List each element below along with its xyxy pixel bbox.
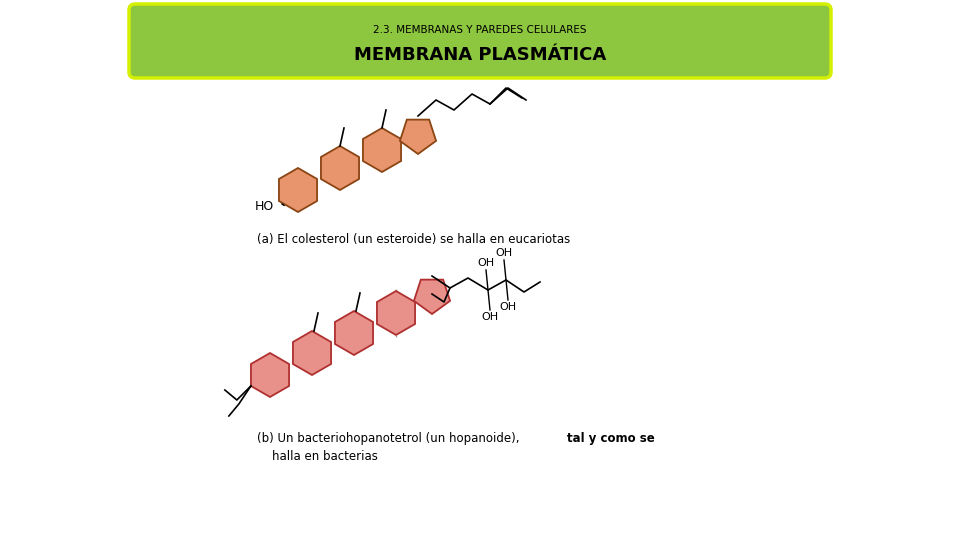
Text: OH: OH	[495, 248, 513, 258]
Polygon shape	[293, 331, 331, 375]
Text: OH: OH	[477, 258, 494, 268]
Text: OH: OH	[499, 302, 516, 312]
Text: halla en bacterias: halla en bacterias	[272, 450, 378, 463]
Polygon shape	[335, 311, 373, 355]
Text: (b) Un bacteriohopanotetrol (un hopanoide),: (b) Un bacteriohopanotetrol (un hopanoid…	[257, 432, 523, 445]
Polygon shape	[363, 128, 401, 172]
Polygon shape	[321, 146, 359, 190]
Text: (a) El colesterol (un esteroide) se halla en eucariotas: (a) El colesterol (un esteroide) se hall…	[257, 233, 570, 246]
Polygon shape	[377, 291, 415, 335]
Text: OH: OH	[481, 312, 498, 322]
Text: tal y como se: tal y como se	[567, 432, 655, 445]
Polygon shape	[251, 353, 289, 397]
Text: HO: HO	[254, 199, 274, 213]
Text: MEMBRANA PLASMÁTICA: MEMBRANA PLASMÁTICA	[354, 46, 606, 64]
Polygon shape	[400, 120, 436, 154]
Polygon shape	[279, 168, 317, 212]
FancyBboxPatch shape	[129, 4, 831, 78]
Text: 2.3. MEMBRANAS Y PAREDES CELULARES: 2.3. MEMBRANAS Y PAREDES CELULARES	[373, 25, 587, 35]
Polygon shape	[414, 280, 450, 314]
